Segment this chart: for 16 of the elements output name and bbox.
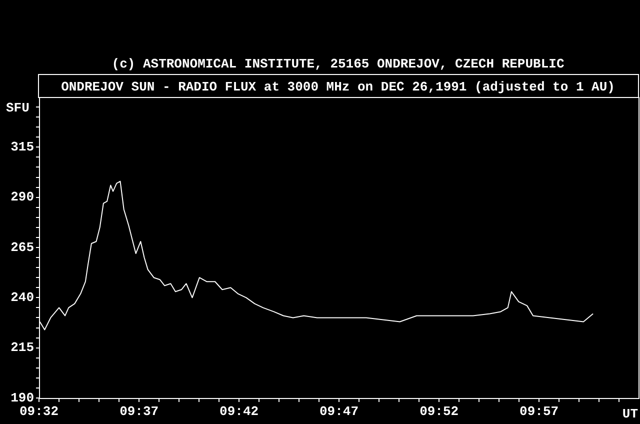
- y-tick-label: 315: [10, 139, 34, 154]
- y-axis-title: SFU: [6, 100, 30, 116]
- chart-subtitle: (c) ASTRONOMICAL INSTITUTE, 25165 ONDREJOV, CZECH REPUBLIC: [112, 56, 564, 72]
- x-tick-label: 09:32: [19, 404, 59, 420]
- x-tick-label: 09:47: [319, 404, 359, 420]
- y-tick-label: 190: [10, 390, 34, 406]
- chart-title: ONDREJOV SUN - RADIO FLUX at 3000 MHz on DEC 26,1991 (adjusted to 1 AU): [61, 79, 615, 94]
- y-tick-label: 240: [10, 290, 34, 305]
- x-tick-label: 09:42: [220, 404, 259, 420]
- x-tick-label: 09:37: [120, 404, 159, 420]
- y-tick-label: 265: [10, 240, 34, 255]
- y-tick-label: 215: [10, 340, 34, 356]
- x-tick-label: 09:52: [420, 404, 459, 420]
- x-axis-title: UT: [622, 406, 638, 422]
- x-tick-label: 09:57: [520, 404, 559, 420]
- y-tick-label: 290: [10, 190, 34, 205]
